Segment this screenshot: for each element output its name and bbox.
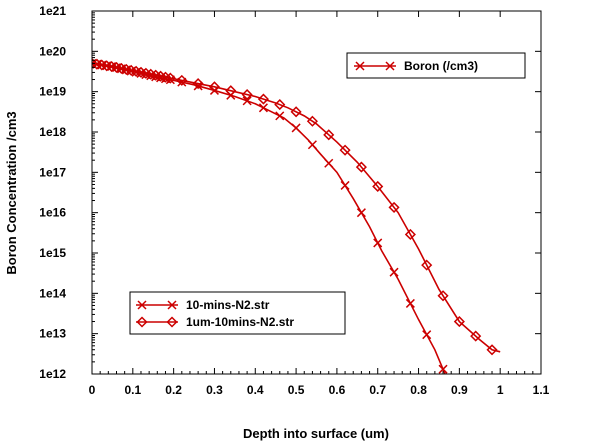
data-point-diamond-marker: [388, 201, 400, 213]
series-1um-10mins-n2-str: [92, 57, 501, 356]
x-tick-label: 0.2: [165, 383, 182, 397]
data-point-diamond-marker: [323, 129, 335, 141]
legend-label: Boron (/cm3): [404, 59, 478, 73]
legend-label: 1um-10mins-N2.str: [186, 315, 294, 329]
data-point-x-marker: [422, 330, 432, 340]
data-point-diamond-marker: [192, 78, 204, 90]
data-point-diamond-marker: [404, 228, 416, 241]
data-point-diamond-marker: [339, 144, 351, 156]
data-point-x-marker: [405, 298, 415, 308]
data-point-x-marker: [275, 111, 285, 121]
data-point-x-marker: [389, 267, 399, 277]
legend-box: [129, 291, 346, 335]
x-tick-label: 0.4: [247, 383, 264, 397]
data-point-diamond-marker: [453, 316, 465, 328]
x-tick-label: 0.1: [124, 383, 141, 397]
data-point-diamond-marker: [241, 89, 253, 101]
data-point-x-marker: [385, 61, 395, 71]
data-point-diamond-marker: [470, 330, 482, 342]
plot-area: [92, 57, 501, 374]
data-point-x-marker: [307, 140, 317, 150]
data-point-x-marker: [373, 238, 383, 248]
y-axis-title: Boron Concentration /cm3: [4, 111, 19, 274]
data-point-diamond-marker: [290, 106, 302, 118]
legend-label: 10-mins-N2.str: [186, 298, 270, 312]
x-tick-label: 0.5: [288, 383, 305, 397]
data-point-diamond-marker: [486, 344, 498, 356]
x-tick-label: 1: [497, 383, 504, 397]
data-point-diamond-marker: [225, 85, 237, 97]
data-point-x-marker: [137, 300, 147, 310]
data-point-diamond-marker: [136, 316, 148, 328]
y-tick-label: 1e19: [39, 85, 66, 99]
data-point-x-marker: [438, 364, 448, 374]
plot-frame: [91, 10, 542, 375]
data-point-x-marker: [242, 96, 252, 106]
x-tick-label: 0: [89, 383, 96, 397]
y-tick-label: 1e21: [39, 4, 66, 18]
data-point-x-marker: [167, 300, 177, 310]
data-point-diamond-marker: [372, 180, 384, 193]
data-point-diamond-marker: [166, 316, 178, 328]
data-point-x-marker: [340, 180, 350, 190]
data-point-diamond-marker: [274, 99, 286, 111]
data-point-diamond-marker: [176, 74, 188, 86]
y-tick-label: 1e16: [39, 206, 66, 220]
legend-boron: Boron (/cm3): [346, 52, 526, 79]
data-point-diamond-marker: [355, 161, 367, 173]
axes: [91, 10, 542, 375]
data-point-x-marker: [356, 208, 366, 218]
data-point-diamond-marker: [257, 93, 269, 105]
data-point-diamond-marker: [164, 72, 176, 84]
data-point-diamond-marker: [437, 290, 449, 302]
y-tick-label: 1e12: [39, 367, 66, 381]
data-point-x-marker: [355, 61, 365, 71]
x-tick-label: 0.7: [369, 383, 386, 397]
y-tick-label: 1e13: [39, 327, 66, 341]
data-point-x-marker: [324, 158, 334, 168]
y-tick-label: 1e15: [39, 246, 66, 260]
x-tick-label: 0.3: [206, 383, 223, 397]
data-point-x-marker: [258, 103, 268, 113]
data-point-diamond-marker: [208, 81, 221, 93]
tick-labels: 0 0.1 0.2 0.3 0.4 0.5 0.6 0.7 0.8 0.9 1 1.1 1e12 1e13…: [39, 4, 549, 397]
x-tick-label: 0.6: [329, 383, 346, 397]
x-tick-label: 0.9: [451, 383, 468, 397]
data-point-diamond-marker: [306, 115, 318, 127]
data-point-x-marker: [291, 123, 301, 133]
data-point-diamond-marker: [421, 259, 433, 271]
x-tick-label: 0.8: [410, 383, 427, 397]
x-tick-label: 1.1: [533, 383, 550, 397]
y-tick-label: 1e17: [39, 165, 66, 179]
x-axis-title: Depth into surface (um): [243, 426, 389, 441]
y-tick-label: 1e18: [39, 125, 66, 139]
legend-files: 10-mins-N2.str 1um-10mins-N2.str: [129, 291, 346, 335]
y-tick-label: 1e14: [39, 286, 66, 300]
y-tick-label: 1e20: [39, 44, 66, 58]
